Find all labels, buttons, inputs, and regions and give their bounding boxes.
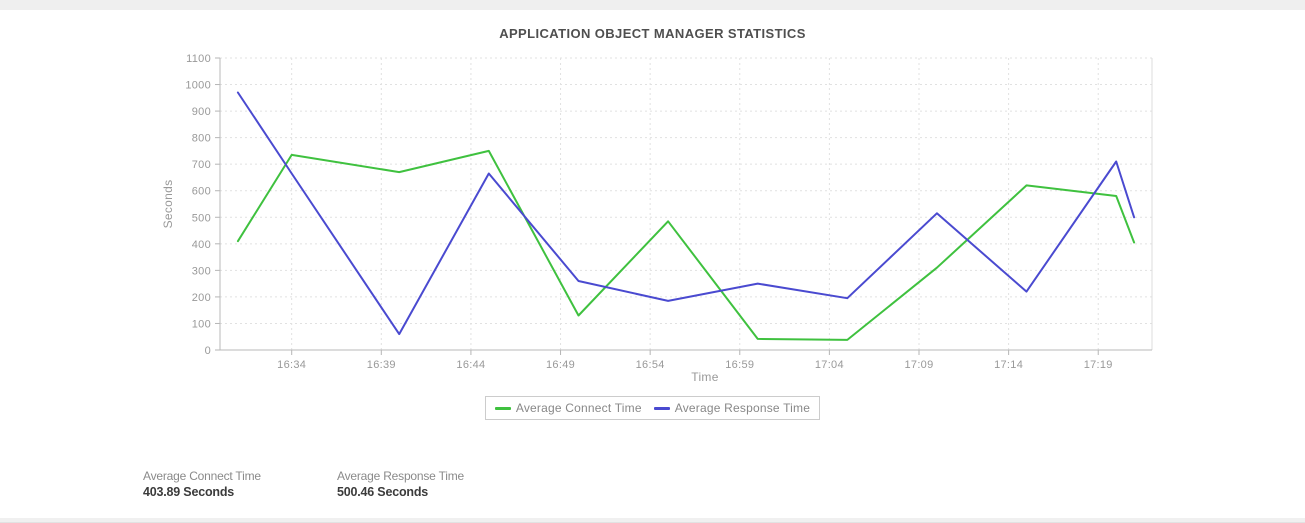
- legend-box: Average Connect Time Average Response Ti…: [484, 396, 821, 420]
- stat-value: 500.46 Seconds: [337, 485, 429, 499]
- svg-text:16:44: 16:44: [456, 359, 485, 371]
- svg-text:16:54: 16:54: [636, 359, 665, 371]
- svg-text:800: 800: [192, 133, 211, 145]
- svg-text:16:39: 16:39: [367, 359, 396, 371]
- response-time-line-swatch: [653, 406, 670, 410]
- svg-text:16:49: 16:49: [546, 359, 575, 371]
- svg-text:1100: 1100: [186, 53, 211, 65]
- svg-text:100: 100: [192, 318, 211, 330]
- svg-text:17:09: 17:09: [904, 359, 933, 371]
- stat-average-connect-time: Average Connect Time 403.89 Seconds: [143, 469, 337, 499]
- top-strip: [0, 0, 1305, 10]
- bottom-strip: [0, 518, 1305, 523]
- svg-text:17:04: 17:04: [815, 359, 844, 371]
- svg-text:17:19: 17:19: [1084, 359, 1113, 371]
- svg-text:300: 300: [192, 265, 211, 277]
- svg-text:17:14: 17:14: [994, 359, 1023, 371]
- chart-legend: Average Connect Time Average Response Ti…: [0, 396, 1305, 420]
- svg-text:400: 400: [192, 239, 211, 251]
- connect-time-line-swatch: [494, 406, 511, 410]
- svg-text:16:34: 16:34: [277, 359, 306, 371]
- svg-text:Seconds: Seconds: [161, 180, 175, 229]
- stat-label: Average Connect Time: [143, 469, 261, 483]
- chart-title: APPLICATION OBJECT MANAGER STATISTICS: [499, 26, 806, 41]
- svg-text:900: 900: [192, 106, 211, 118]
- stat-value: 403.89 Seconds: [143, 485, 235, 499]
- summary-stats: Average Connect Time 403.89 Seconds Aver…: [143, 469, 531, 499]
- svg-text:16:59: 16:59: [725, 359, 754, 371]
- legend-item-average-connect-time[interactable]: Average Connect Time: [494, 401, 642, 415]
- svg-text:0: 0: [205, 345, 211, 357]
- svg-text:700: 700: [192, 159, 211, 171]
- svg-text:Time: Time: [691, 370, 718, 384]
- svg-text:200: 200: [192, 292, 211, 304]
- legend-item-average-response-time[interactable]: Average Response Time: [653, 401, 811, 415]
- legend-label-response-time: Average Response Time: [674, 401, 811, 415]
- svg-text:500: 500: [192, 212, 211, 224]
- stat-label: Average Response Time: [337, 469, 464, 483]
- stat-average-response-time: Average Response Time 500.46 Seconds: [337, 469, 531, 499]
- legend-label-connect-time: Average Connect Time: [515, 401, 642, 415]
- svg-text:600: 600: [192, 186, 211, 198]
- svg-text:1000: 1000: [185, 80, 211, 92]
